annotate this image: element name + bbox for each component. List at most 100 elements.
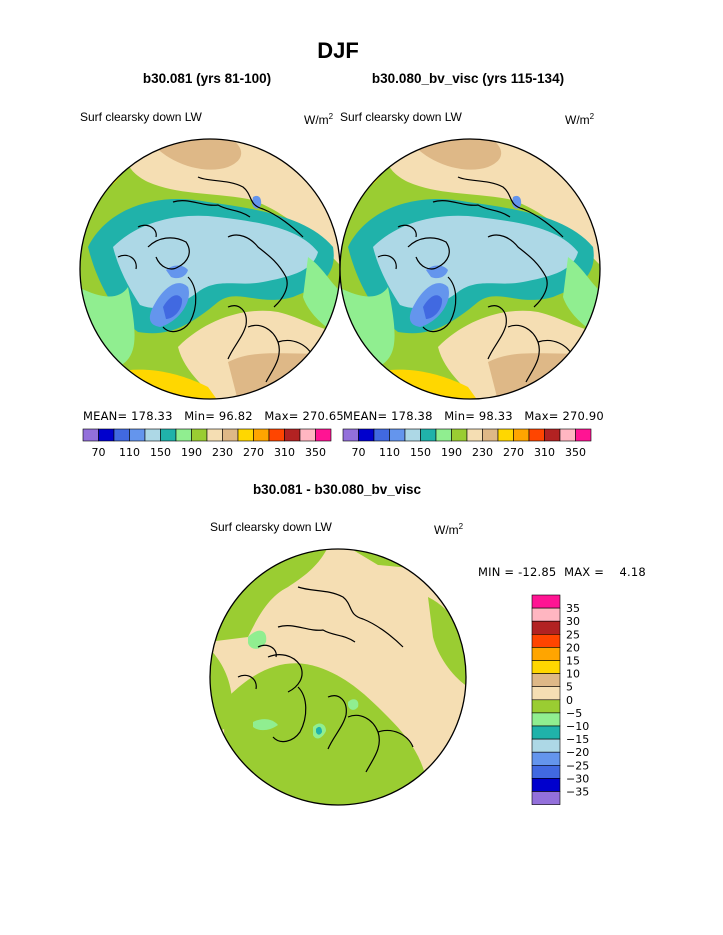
left-colorbar-tick: 350 (305, 446, 326, 459)
left-colorbar-tick: 230 (212, 446, 233, 459)
right-colorbar-tick: 310 (534, 446, 555, 459)
right-colorbar-swatch (373, 428, 390, 442)
right-colorbar-swatch (482, 428, 499, 442)
diff-green-light-4 (248, 630, 267, 649)
left-units-base: W/m (304, 113, 329, 127)
diff-colorbar-swatch (531, 778, 561, 792)
diff-minmax: MIN = -12.85 MAX = 4.18 (478, 565, 646, 579)
right-units-label: W/m2 (565, 112, 594, 127)
diff-colorbar-swatch (531, 725, 561, 740)
diff-green-light-3 (348, 699, 359, 710)
left-colorbar-swatch (268, 428, 285, 442)
left-colorbar-tick: 310 (274, 446, 295, 459)
left-colorbar-swatch (222, 428, 239, 442)
right-case-title: b30.080_bv_visc (yrs 115-134) (371, 71, 565, 86)
right-colorbar-swatch (559, 428, 576, 442)
diff-colorbar-tick: −30 (566, 772, 589, 785)
diff-colorbar-tick: −10 (566, 720, 589, 733)
left-colorbar-swatch (206, 428, 223, 442)
left-units-exp: 2 (328, 112, 334, 121)
diff-colorbar-tick: −5 (566, 707, 582, 720)
diff-colorbar-swatch (531, 686, 561, 701)
diff-colorbar-tick: 30 (566, 615, 580, 628)
diff-colorbar-swatch (531, 660, 561, 674)
diff-colorbar-swatch (531, 673, 561, 687)
diff-colorbar-tick: 5 (566, 681, 573, 694)
left-min-value: 96.82 (218, 409, 253, 423)
diff-colorbar-swatch (531, 791, 561, 805)
right-colorbar-tick: 350 (565, 446, 586, 459)
right-mean-value: 178.38 (391, 409, 433, 423)
left-colorbar-tick: 270 (243, 446, 264, 459)
left-max-value: 270.65 (302, 409, 344, 423)
diff-green-east (428, 597, 466, 687)
diff-colorbar-swatch (531, 738, 561, 753)
diff-green-light-1 (253, 719, 278, 731)
right-colorbar-swatch (497, 428, 514, 442)
field-cornflower-siberia (252, 195, 262, 209)
left-colorbar-tick: 110 (119, 446, 140, 459)
right-map-border (339, 138, 601, 400)
field-green-light-west (80, 287, 135, 372)
field-royal-blue-greenland (163, 295, 183, 319)
field-royal-blue-greenland (423, 295, 443, 319)
left-colorbar-swatch (191, 428, 208, 442)
left-colorbar-swatch (113, 428, 130, 442)
diff-max-value: 4.18 (619, 565, 646, 579)
diff-teal-spot (316, 726, 322, 735)
right-units-base: W/m (565, 113, 590, 127)
diff-colorbar-tick: 20 (566, 641, 580, 654)
diff-coastlines (237, 586, 414, 773)
right-colorbar-tick: 230 (472, 446, 493, 459)
diff-max-label: MAX = (564, 565, 605, 579)
right-colorbar-tick: 110 (379, 446, 400, 459)
diff-colorbar-tick: 0 (566, 694, 573, 707)
difference-polar-map (209, 548, 467, 806)
left-case-title: b30.081 (yrs 81-100) (142, 71, 272, 86)
right-colorbar-swatch (513, 428, 530, 442)
right-colorbar-swatch (358, 428, 375, 442)
right-colorbar-tick: 150 (410, 446, 431, 459)
diff-map-border (209, 548, 467, 806)
left-units-label: W/m2 (304, 112, 333, 127)
field-tan-north (127, 139, 340, 267)
difference-title: b30.081 - b30.080_bv_visc (252, 482, 422, 497)
diff-variable-label: Surf clearsky down LW (210, 520, 332, 534)
right-min-value: 98.33 (478, 409, 513, 423)
right-max-value: 270.90 (562, 409, 604, 423)
right-colorbar-swatch (528, 428, 545, 442)
diff-colorbar-tick: −35 (566, 786, 589, 799)
left-colorbar-tick: 150 (150, 446, 171, 459)
diff-colorbar-tick: −25 (566, 759, 589, 772)
right-colorbar-tick: 70 (352, 446, 366, 459)
left-variable-label: Surf clearsky down LW (80, 110, 202, 124)
diff-colorbar-tick: 35 (566, 602, 580, 615)
diff-colorbar-swatch (531, 620, 561, 635)
right-mean-label: MEAN= (343, 409, 388, 423)
right-max-label: Max= (524, 409, 559, 423)
field-green-light-west (340, 287, 395, 372)
left-colorbar-tick: 70 (92, 446, 106, 459)
right-colorbar-swatch (404, 428, 421, 442)
diff-min-value: -12.85 (518, 565, 557, 579)
right-colorbar-swatch (420, 428, 437, 442)
right-min-label: Min= (444, 409, 476, 423)
diff-min-label: MIN = (478, 565, 515, 579)
right-variable-label: Surf clearsky down LW (340, 110, 462, 124)
right-polar-map (339, 138, 601, 400)
diff-colorbar-swatch (531, 607, 561, 622)
diff-colorbar-swatch (531, 633, 561, 648)
right-colorbar-swatch (451, 428, 468, 442)
left-mean-label: MEAN= (83, 409, 128, 423)
left-polar-map (79, 138, 341, 400)
left-colorbar: 70 110 150 190 230 270 310 350 (82, 428, 332, 459)
right-colorbar-swatch (435, 428, 452, 442)
field-tan-north (387, 139, 600, 267)
left-colorbar-swatch (160, 428, 177, 442)
right-colorbar-swatch (575, 428, 592, 442)
diff-units-base: W/m (434, 523, 459, 537)
left-colorbar-swatch (253, 428, 270, 442)
left-colorbar-swatch (315, 428, 332, 442)
left-colorbar-tick: 190 (181, 446, 202, 459)
right-colorbar-swatch (544, 428, 561, 442)
